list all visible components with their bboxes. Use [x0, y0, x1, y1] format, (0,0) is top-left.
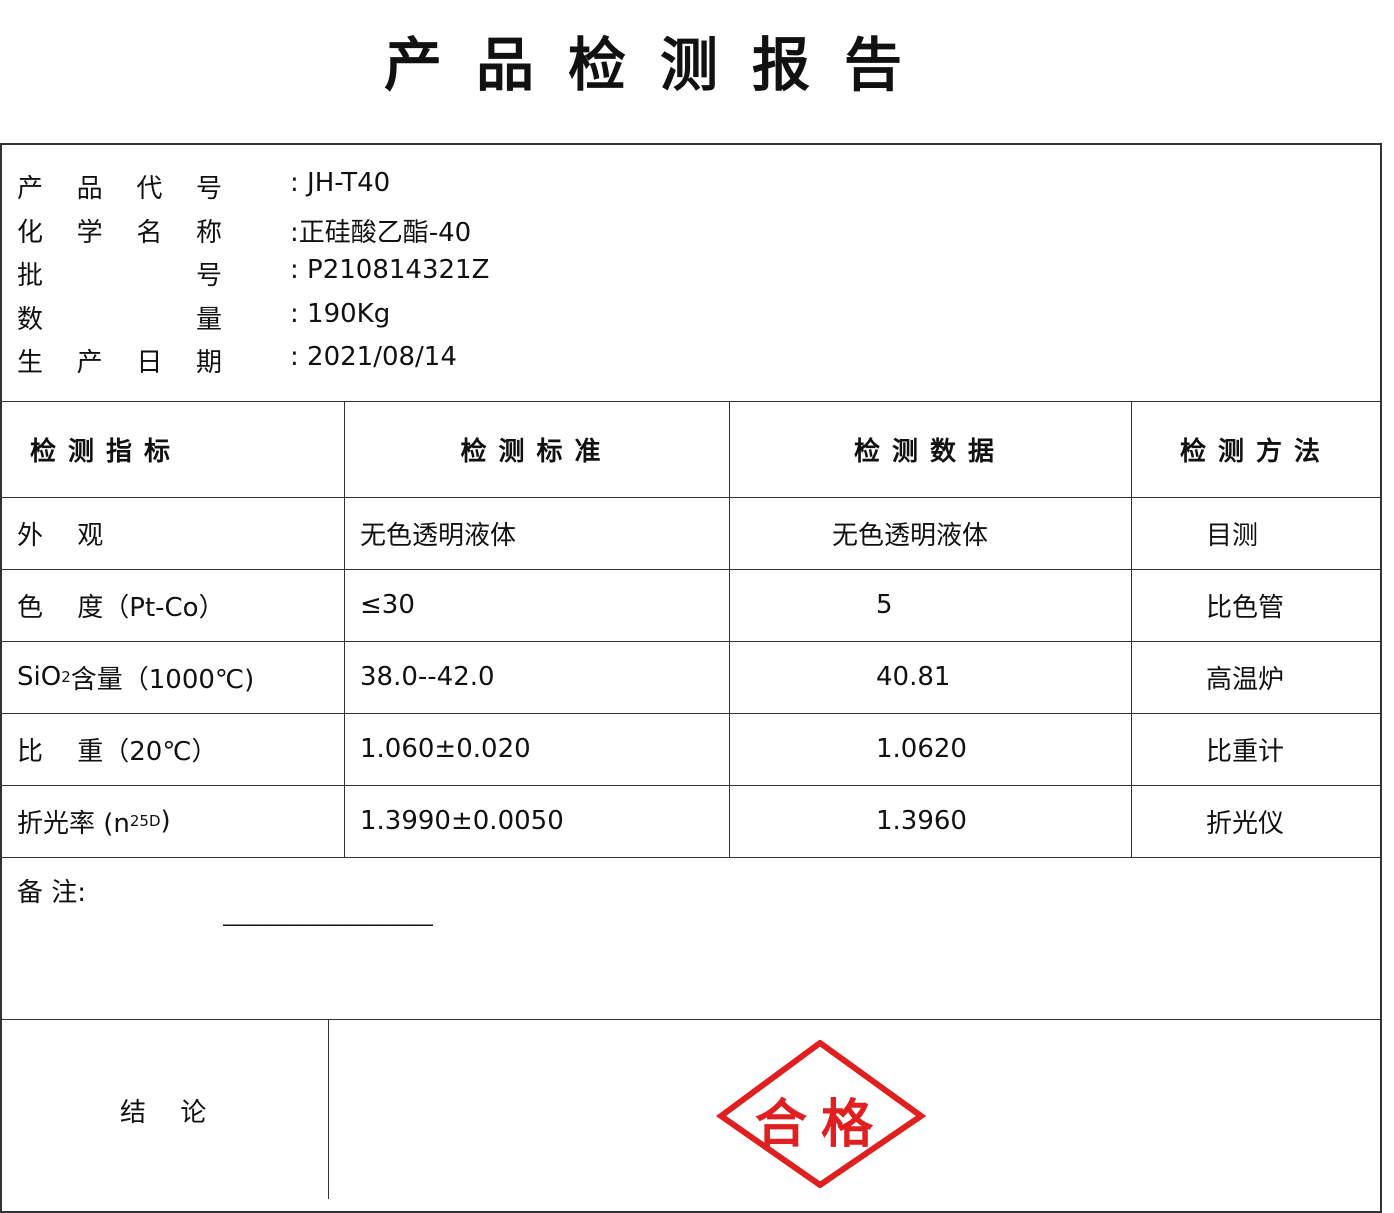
row-item: 色 度（Pt-Co）: [17, 592, 225, 623]
row-method: 折光仪: [1206, 808, 1285, 839]
row-result: 无色透明液体: [832, 520, 989, 551]
divider: [0, 1019, 1382, 1020]
item-text: 含量（1000℃): [70, 664, 255, 695]
remarks-label: 备 注:: [17, 878, 87, 908]
row-standard: 38.0--42.0: [360, 662, 495, 692]
divider: [729, 401, 730, 857]
divider: [1131, 401, 1132, 857]
item-text: 折光率 (n: [17, 808, 130, 839]
item-superscript: 25: [129, 812, 149, 830]
item-text: SiO: [17, 662, 62, 692]
row-item: 折光率 (n 25 D): [17, 785, 171, 857]
info-value-production-date: : 2021/08/14: [290, 342, 457, 372]
row-result: 1.0620: [876, 734, 967, 764]
divider: [328, 1019, 329, 1199]
row-method: 目测: [1206, 520, 1259, 551]
remarks-line: —————————————: [222, 912, 434, 936]
divider: [0, 785, 1382, 786]
header-result: 检测数据: [853, 436, 1006, 467]
header-item: 检测指标: [30, 436, 183, 467]
divider: [0, 401, 1382, 402]
row-item: 比 重（20℃）: [17, 736, 218, 767]
divider: [0, 713, 1382, 714]
stamp-diamond-icon: [715, 1039, 927, 1189]
row-standard: 无色透明液体: [360, 520, 517, 551]
row-standard: 1.060±0.020: [360, 734, 531, 764]
item-subscript: D: [148, 812, 161, 830]
divider: [0, 497, 1382, 498]
info-label-batch-number: 批号: [17, 261, 222, 291]
row-standard: ≤30: [360, 590, 415, 620]
item-subscript: 2: [61, 668, 71, 686]
info-value-batch-number: : P210814321Z: [290, 255, 490, 285]
divider: [0, 641, 1382, 642]
stamp-text: 合格: [754, 1094, 887, 1155]
info-label-chemical-name: 化学名称: [17, 217, 222, 248]
item-text: ): [160, 806, 171, 836]
row-item: SiO 2 含量（1000℃): [17, 641, 254, 713]
header-standard: 检测标准: [460, 436, 613, 467]
divider: [0, 857, 1382, 858]
info-label-quantity: 数量: [17, 304, 222, 335]
row-result: 1.3960: [876, 806, 967, 836]
row-item: 外 观: [17, 520, 104, 551]
info-value-quantity: : 190Kg: [290, 298, 391, 329]
divider: [344, 401, 345, 857]
info-label-product-code: 产品代号: [17, 174, 222, 204]
row-method: 高温炉: [1206, 664, 1285, 695]
info-label-production-date: 生产日期: [17, 348, 222, 378]
row-result: 5: [876, 590, 893, 620]
header-method: 检测方法: [1179, 436, 1332, 467]
page-title: 产品检测报告: [383, 31, 936, 99]
row-method: 比色管: [1206, 592, 1285, 623]
conclusion-label: 结 论: [120, 1098, 207, 1128]
qualified-stamp: 合格: [715, 1039, 927, 1189]
row-method: 比重计: [1206, 736, 1285, 767]
info-value-chemical-name: :正硅酸乙酯-40: [290, 217, 472, 248]
divider: [0, 569, 1382, 570]
row-standard: 1.3990±0.0050: [360, 806, 564, 836]
row-result: 40.81: [876, 662, 951, 692]
info-value-product-code: : JH-T40: [290, 168, 391, 198]
